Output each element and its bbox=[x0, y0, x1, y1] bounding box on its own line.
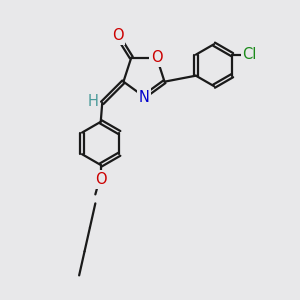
Text: O: O bbox=[95, 172, 106, 187]
Text: Cl: Cl bbox=[242, 47, 257, 62]
Text: O: O bbox=[112, 28, 124, 44]
Text: N: N bbox=[139, 90, 149, 105]
Text: H: H bbox=[87, 94, 98, 109]
Text: O: O bbox=[151, 50, 163, 65]
